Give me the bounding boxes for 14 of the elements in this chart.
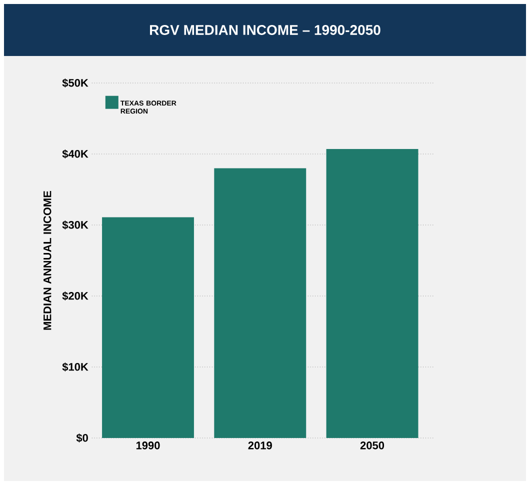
bar	[214, 168, 306, 438]
bar	[102, 217, 194, 438]
y-tick-label: $30K	[62, 220, 88, 230]
x-tick-label: 1990	[136, 442, 160, 450]
y-axis-title: MEDIAN ANNUAL INCOME	[43, 190, 52, 330]
y-tick-label: $0	[76, 434, 88, 442]
x-tick-label: 2019	[248, 442, 272, 450]
y-tick-label: $40K	[62, 150, 88, 158]
y-tick-label: $10K	[62, 362, 88, 372]
chart-title: RGV MEDIAN INCOME – 1990-2050	[150, 25, 380, 35]
bar	[326, 149, 418, 438]
y-tick-label: $20K	[62, 292, 88, 300]
y-tick-label: $50K	[62, 78, 88, 88]
x-tick-label: 2050	[360, 442, 384, 450]
